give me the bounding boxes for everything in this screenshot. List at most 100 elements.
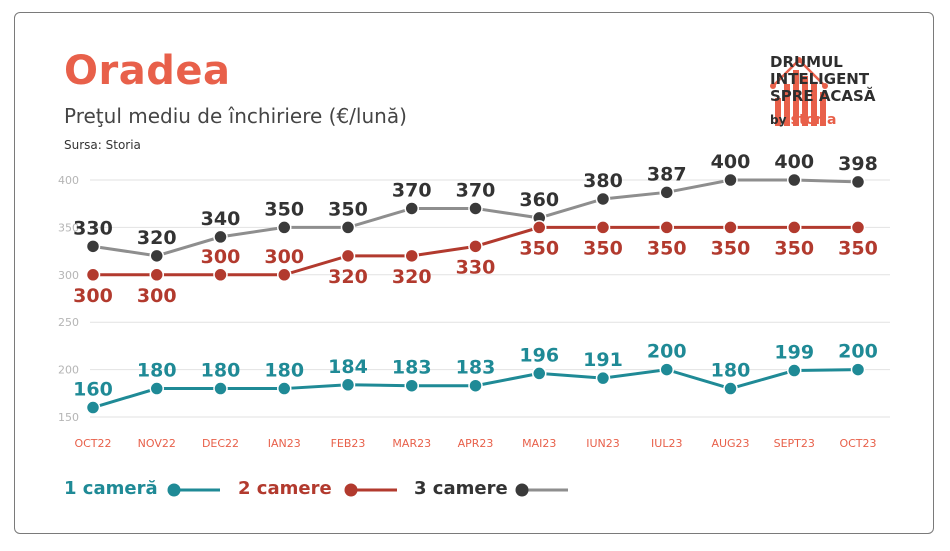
data-label: 196: [519, 344, 559, 366]
y-tick-label: 250: [58, 316, 79, 329]
y-tick-label: 350: [58, 221, 79, 234]
data-point: [659, 185, 674, 200]
legend-label: 2 camere: [238, 478, 332, 499]
data-label: 350: [711, 237, 751, 259]
data-label: 300: [264, 246, 304, 268]
data-point: [277, 220, 292, 235]
logo-brand: storia: [790, 112, 837, 128]
data-point: [723, 172, 738, 188]
data-label: 200: [647, 341, 687, 363]
data-label: 330: [73, 217, 113, 239]
logo-line-2: INTELIGENT: [770, 70, 870, 88]
data-point: [149, 267, 164, 283]
data-label: 400: [711, 151, 751, 173]
data-point: [468, 378, 483, 393]
chart-subtitle: Preţul mediu de închiriere (€/lună): [64, 104, 407, 128]
data-label: 160: [73, 379, 113, 401]
x-tick-label: IAN23: [268, 437, 301, 450]
data-point: [85, 239, 101, 254]
x-tick-label: IUL23: [651, 437, 682, 450]
data-label: 180: [264, 360, 304, 382]
x-tick-label: APR23: [458, 437, 494, 450]
chart-source: Sursa: Storia: [64, 138, 141, 152]
logo-line-1: DRUMUL: [770, 53, 843, 71]
data-label: 183: [456, 357, 496, 379]
data-label: 183: [392, 357, 432, 379]
x-tick-label: IUN23: [586, 437, 620, 450]
data-point: [213, 229, 228, 245]
data-label: 350: [838, 237, 878, 259]
data-point: [340, 220, 356, 235]
data-point: [850, 174, 866, 190]
storia-logo-icon: [770, 57, 828, 126]
data-label: 387: [647, 163, 687, 185]
data-label: 350: [264, 198, 304, 220]
y-tick-label: 300: [58, 269, 79, 282]
legend-marker: [167, 483, 181, 497]
data-label: 330: [456, 256, 496, 278]
data-point: [787, 220, 802, 235]
y-tick-label: 400: [58, 174, 79, 187]
data-point: [85, 400, 101, 415]
data-label: 300: [73, 285, 113, 307]
y-tick-label: 200: [58, 364, 79, 377]
data-point: [468, 239, 483, 254]
data-point: [404, 378, 419, 393]
data-label: 180: [201, 360, 241, 382]
chart-title: Oradea: [64, 48, 231, 94]
data-label: 350: [519, 237, 559, 259]
data-point: [532, 220, 547, 235]
data-point: [277, 267, 292, 283]
x-tick-label: NOV22: [138, 437, 176, 450]
logo-byline: by storia: [770, 112, 836, 128]
data-label: 191: [583, 349, 623, 371]
data-point: [787, 363, 802, 378]
data-label: 200: [838, 341, 878, 363]
data-point: [532, 366, 547, 381]
x-tick-label: MAR23: [392, 437, 431, 450]
data-label: 180: [137, 360, 177, 382]
x-tick-label: FEB23: [331, 437, 366, 450]
data-label: 398: [838, 153, 878, 175]
data-label: 350: [583, 237, 623, 259]
logo-line-3: SPRE ACASĂ: [770, 87, 876, 105]
legend-marker: [344, 483, 358, 497]
legend-marker: [515, 483, 529, 497]
data-label: 360: [519, 189, 559, 211]
data-point: [468, 201, 483, 216]
data-label: 400: [774, 151, 814, 173]
y-tick-label: 150: [58, 411, 79, 424]
data-label: 370: [456, 179, 496, 201]
data-point: [340, 377, 356, 393]
data-label: 350: [328, 198, 368, 220]
data-label: 320: [392, 266, 432, 288]
data-label: 320: [137, 227, 177, 249]
x-tick-label: OCT23: [839, 437, 876, 450]
data-label: 184: [328, 356, 368, 378]
chart-frame: [14, 12, 934, 534]
data-point: [850, 220, 866, 235]
legend-label: 3 camere: [414, 478, 508, 499]
data-point: [149, 248, 164, 264]
x-tick-label: MAI23: [522, 437, 556, 450]
logo-text: DRUMUL INTELIGENT SPRE ACASĂ: [770, 54, 875, 105]
data-point: [149, 381, 164, 396]
data-point: [595, 370, 611, 386]
data-point: [595, 191, 611, 207]
data-point: [787, 172, 802, 188]
data-point: [213, 381, 228, 396]
data-point: [213, 267, 228, 283]
legend-label: 1 cameră: [64, 478, 158, 499]
data-point: [404, 201, 419, 216]
data-label: 300: [201, 246, 241, 268]
data-label: 180: [711, 360, 751, 382]
x-tick-label: OCT22: [74, 437, 111, 450]
x-tick-label: DEC22: [202, 437, 239, 450]
data-label: 300: [137, 285, 177, 307]
x-tick-label: AUG23: [711, 437, 749, 450]
data-point: [850, 362, 866, 377]
data-point: [340, 248, 356, 264]
data-point: [723, 220, 738, 235]
data-label: 199: [774, 342, 814, 364]
